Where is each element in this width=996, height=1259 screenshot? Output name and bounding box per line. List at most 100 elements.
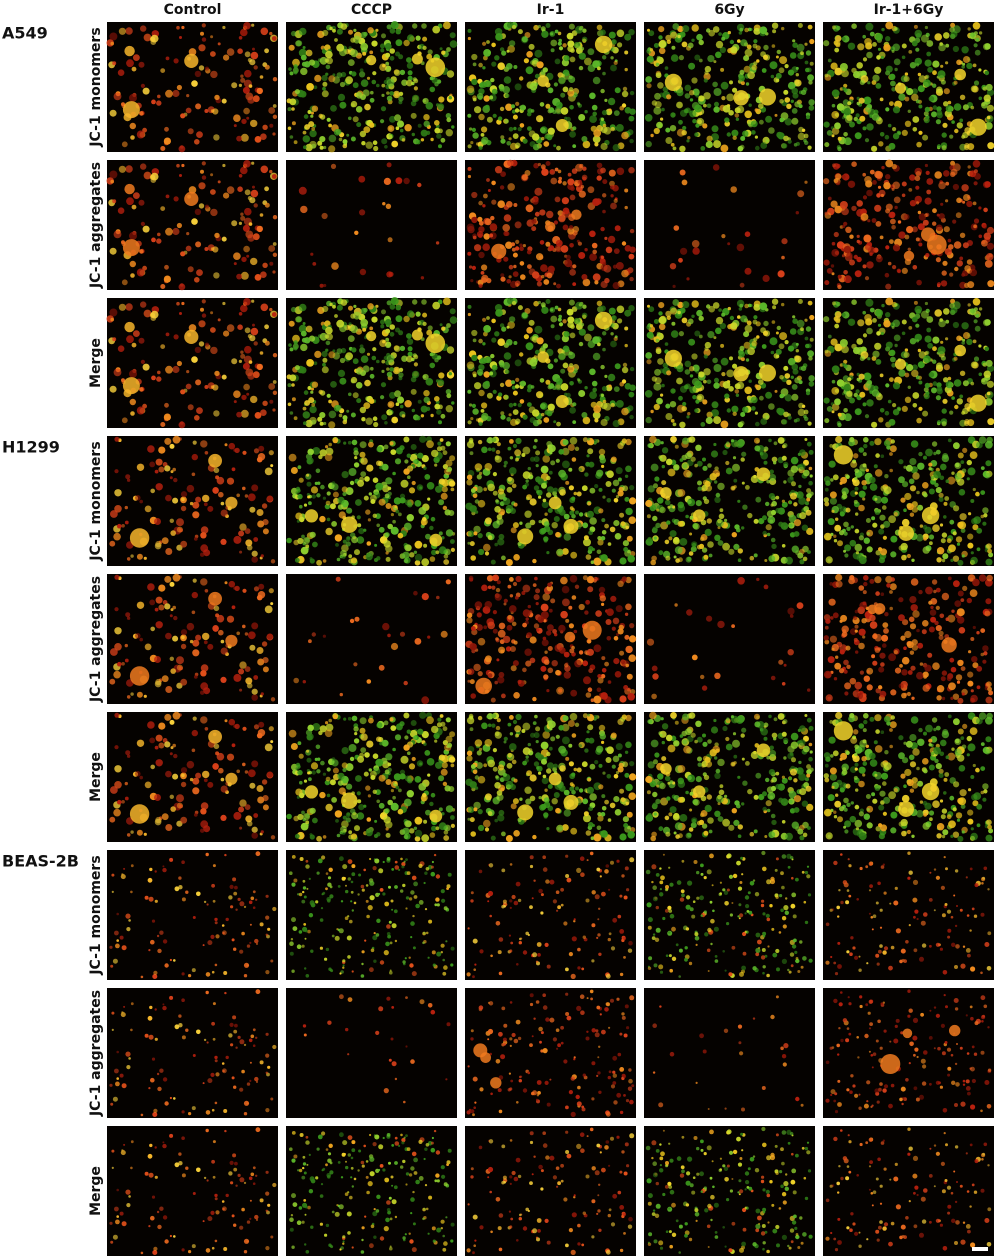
cell (619, 381, 624, 387)
cell (237, 186, 243, 192)
cell (207, 505, 214, 512)
cell (658, 311, 663, 316)
cell (181, 497, 185, 502)
cell (140, 25, 147, 32)
cell (514, 108, 520, 113)
cell (268, 245, 276, 252)
cell (978, 234, 983, 239)
cell (970, 556, 978, 565)
cell (554, 167, 559, 172)
cell (621, 366, 629, 374)
cell (612, 282, 620, 290)
cell (231, 467, 236, 472)
cell (538, 495, 542, 499)
cell (165, 227, 173, 236)
cell (287, 402, 292, 407)
cell (682, 463, 688, 469)
cell (943, 32, 950, 39)
cell (476, 369, 484, 376)
cell (572, 282, 577, 286)
cell (467, 144, 472, 149)
cell (304, 400, 310, 406)
cell (383, 444, 389, 450)
cell (616, 305, 625, 314)
cell (109, 385, 117, 393)
cell (316, 493, 321, 498)
cell (924, 382, 931, 389)
cell (546, 551, 550, 555)
cell (406, 355, 413, 363)
cell (706, 379, 712, 385)
cell (756, 59, 760, 63)
cell (304, 124, 310, 130)
cell (762, 530, 767, 536)
cell (837, 146, 842, 152)
cell (887, 123, 892, 128)
cell-cluster (548, 496, 562, 510)
cell (114, 436, 120, 442)
cell (945, 479, 950, 484)
cell (514, 449, 522, 457)
cell (687, 318, 694, 325)
cell (592, 387, 597, 393)
cell (856, 554, 864, 561)
cell (854, 543, 863, 552)
cell (165, 548, 173, 555)
cell (339, 101, 347, 109)
cell (686, 139, 690, 143)
cell (163, 137, 171, 145)
cell (661, 480, 667, 486)
cell (479, 357, 487, 365)
cell (513, 402, 517, 407)
cell (526, 327, 533, 334)
cell (932, 381, 938, 386)
cell (949, 519, 955, 525)
cell (785, 556, 793, 565)
cell (191, 218, 198, 225)
cell (494, 542, 499, 547)
cell (215, 475, 220, 480)
cell (795, 349, 799, 353)
cell (359, 71, 366, 78)
cell (953, 379, 962, 387)
cell (176, 163, 180, 168)
cell (803, 409, 809, 415)
cell (506, 417, 512, 422)
cell (741, 451, 747, 457)
cell (672, 422, 677, 427)
cell (679, 458, 684, 462)
cell (355, 106, 363, 113)
cell (121, 524, 125, 528)
cell (558, 469, 566, 478)
cell (577, 318, 581, 322)
cell (801, 128, 806, 132)
cell (694, 330, 701, 337)
cell (570, 186, 575, 191)
cell (823, 40, 830, 47)
cell (677, 501, 685, 509)
cell (332, 438, 338, 444)
cell (497, 338, 506, 347)
cell (966, 259, 973, 265)
cell (839, 63, 848, 71)
cell (334, 534, 343, 542)
cell (553, 220, 559, 225)
cell (851, 161, 857, 167)
cell (185, 245, 192, 252)
cell (666, 520, 671, 525)
cell (288, 453, 297, 462)
cell (766, 479, 771, 484)
column-header: Ir-1+6Gy (874, 2, 944, 18)
cell (109, 32, 118, 41)
cell (514, 142, 521, 149)
cell (879, 132, 885, 137)
cell (198, 320, 206, 328)
cell (897, 220, 902, 224)
cell (885, 383, 890, 388)
cell (948, 244, 954, 250)
cell (694, 54, 701, 61)
cell (129, 260, 136, 268)
cell (476, 231, 484, 238)
cell (220, 509, 228, 517)
cell (410, 100, 417, 107)
